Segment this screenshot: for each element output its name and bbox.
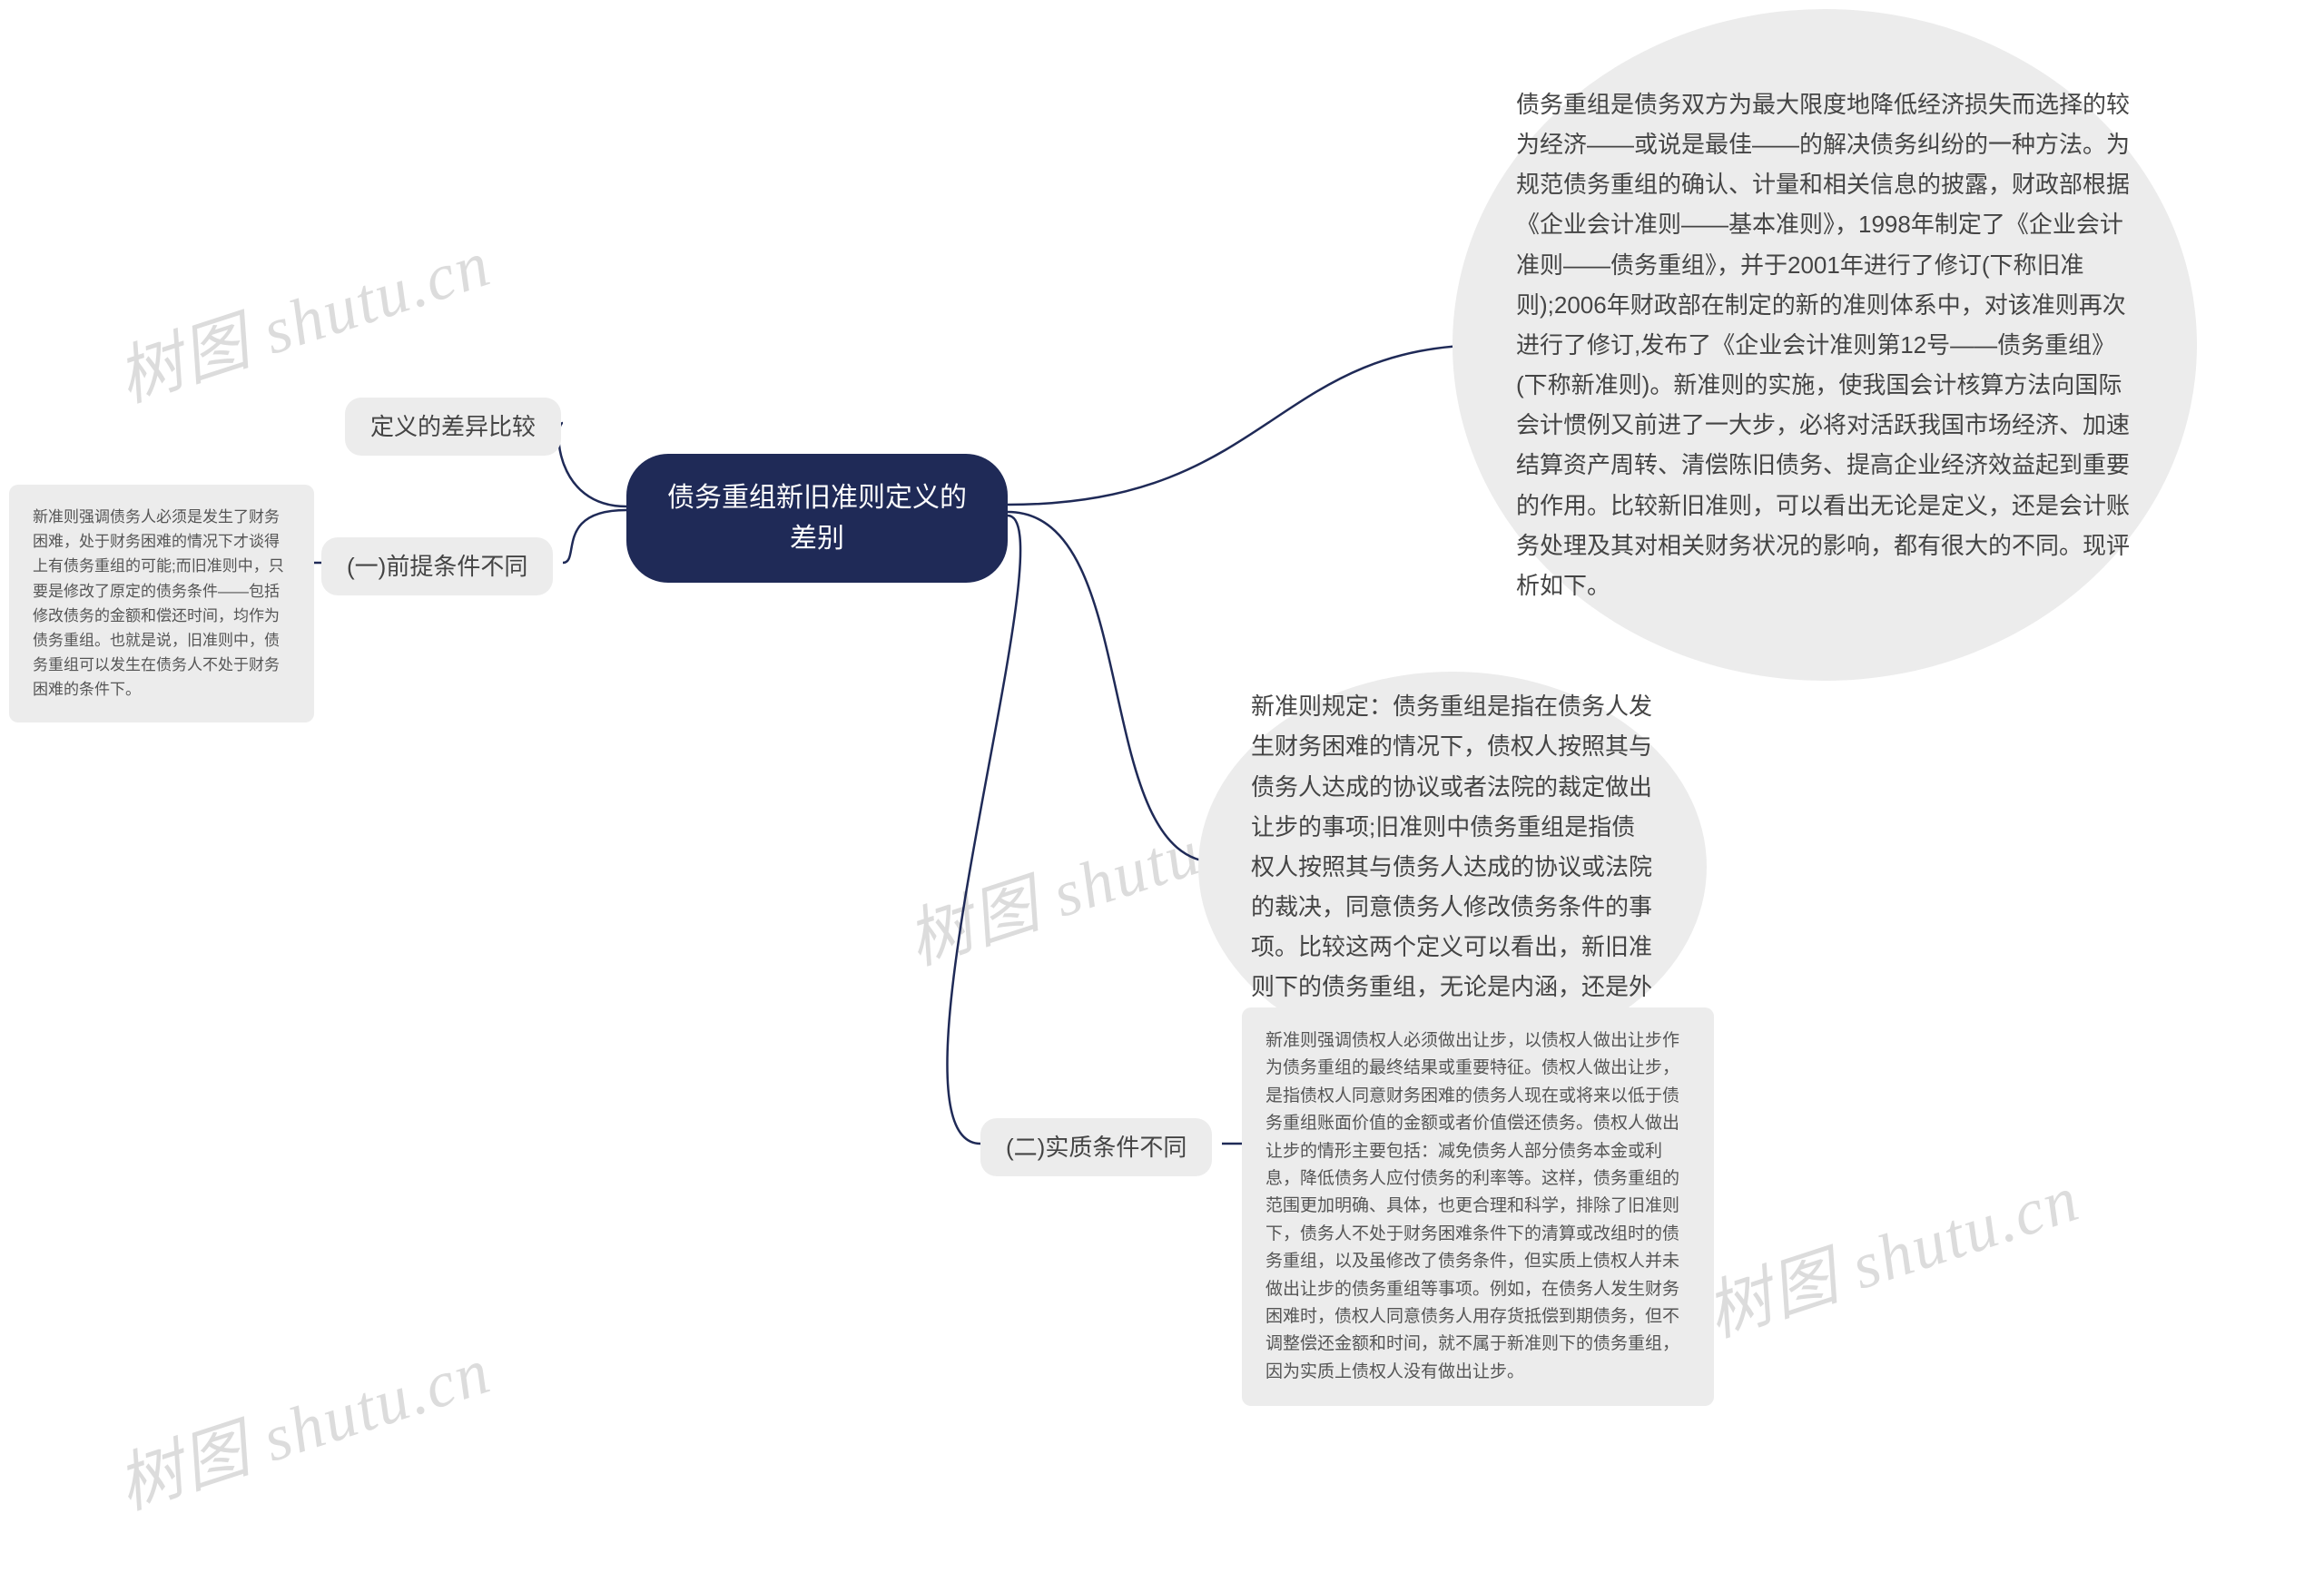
branch-substance[interactable]: (二)实质条件不同 <box>980 1118 1212 1176</box>
watermark: 树图 shutu.cn <box>103 1317 501 1527</box>
leaf-precondition-detail[interactable]: 新准则强调债务人必须是发生了财务困难，处于财务困难的情况下才谈得上有债务重组的可… <box>9 485 314 722</box>
leaf-substance-detail[interactable]: 新准则强调债权人必须做出让步，以债权人做出让步作为债务重组的最终结果或重要特征。… <box>1242 1007 1714 1406</box>
leaf-text: 新准则强调债权人必须做出让步，以债权人做出让步作为债务重组的最终结果或重要特征。… <box>1265 1031 1679 1381</box>
leaf-text: 新准则规定：债务重组是指在债务人发生财务困难的情况下，债权人按照其与债务人达成的… <box>1251 686 1654 1047</box>
leaf-definition-bubble[interactable]: 新准则规定：债务重组是指在债务人发生财务困难的情况下，债权人按照其与债务人达成的… <box>1198 672 1707 1062</box>
edge <box>558 423 626 506</box>
branch-definition[interactable]: 定义的差异比较 <box>345 398 561 456</box>
edge <box>1008 345 1489 505</box>
branch-label: (一)前提条件不同 <box>347 553 527 580</box>
mindmap-canvas: 树图 shutu.cn 树图 shutu.cn 树图 shutu.cn 树图 s… <box>0 0 2324 1592</box>
branch-label: (二)实质条件不同 <box>1006 1134 1187 1161</box>
edge <box>947 516 1020 1144</box>
watermark: 树图 shutu.cn <box>1692 1145 2090 1354</box>
leaf-text: 新准则强调债务人必须是发生了财务困难，处于财务困难的情况下才谈得上有债务重组的可… <box>33 508 284 698</box>
root-node[interactable]: 债务重组新旧准则定义的 差别 <box>626 454 1008 583</box>
branch-label: 定义的差异比较 <box>370 413 536 440</box>
edge <box>1008 512 1216 862</box>
leaf-overview-bubble[interactable]: 债务重组是债务双方为最大限度地降低经济损失而选择的较为经济——或说是最佳——的解… <box>1452 9 2197 681</box>
branch-precondition[interactable]: (一)前提条件不同 <box>321 537 553 595</box>
root-text-line2: 差别 <box>666 518 968 559</box>
edge <box>563 510 626 563</box>
root-text-line1: 债务重组新旧准则定义的 <box>666 477 968 518</box>
leaf-text: 债务重组是债务双方为最大限度地降低经济损失而选择的较为经济——或说是最佳——的解… <box>1516 84 2133 605</box>
watermark: 树图 shutu.cn <box>103 210 501 419</box>
